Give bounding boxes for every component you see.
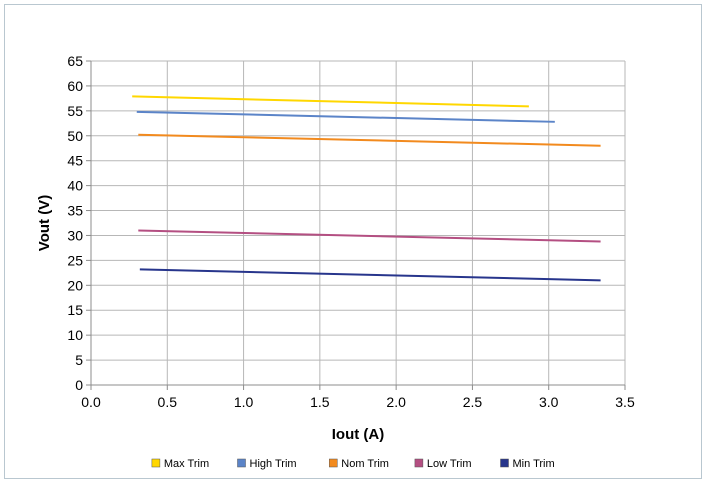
y-tick-label: 65 [67,53,83,69]
y-tick-label: 10 [67,327,83,343]
y-axis-title: Vout (V) [36,195,53,251]
series-line-high-trim [136,110,555,123]
series-line-low-trim [138,229,601,243]
x-tick-label: 2.5 [463,394,483,410]
y-tick-label: 20 [67,277,83,293]
axes [86,60,626,390]
legend-swatch [500,458,509,468]
y-tick-label: 55 [67,103,83,119]
legend-label: Max Trim [164,458,209,470]
x-tick-label: 0.0 [81,394,101,410]
legend-item-min-trim: Min Trim [500,458,555,470]
y-tick-label: 50 [67,128,83,144]
series-line-max-trim [132,95,529,108]
y-tick-label: 0 [75,377,83,393]
legend: Max Trim High Trim Nom Trim Low Trim Min Tri… [151,458,555,470]
y-tick-label: 25 [67,252,83,268]
y-tick-label: 30 [67,227,83,243]
legend-item-max-trim: Max Trim [151,458,209,470]
series-line-min-trim [139,268,601,282]
legend-swatch [151,458,161,468]
x-tick-label: 3.5 [615,394,635,410]
y-tick-label: 35 [67,203,83,219]
plot-area-background [91,61,625,385]
legend-swatch [237,458,246,468]
legend-label: Min Trim [513,458,555,470]
series-lines [132,95,601,282]
legend-label: Low Trim [427,458,472,470]
x-axis-title: Iout (A) [332,426,384,443]
x-tick-label: 3.0 [539,394,559,410]
legend-item-nom-trim: Nom Trim [329,458,389,470]
y-tick-label: 40 [67,178,83,194]
legend-swatch [329,458,338,468]
legend-item-low-trim: Low Trim [414,458,472,470]
legend-swatch [414,458,424,468]
x-tick-label: 2.0 [386,394,406,410]
legend-label: High Trim [250,458,297,470]
y-tick-label: 5 [75,352,83,368]
x-tick-label: 0.5 [158,394,178,410]
legend-item-high-trim: High Trim [237,458,297,470]
tick-labels: 0 5 10 15 20 25 30 35 40 45 50 55 60 65 0.0 0.5 1.0 1.5 2.… [67,53,635,410]
legend-label: Nom Trim [341,458,389,470]
y-tick-label: 15 [67,302,83,318]
x-tick-label: 1.5 [310,394,330,410]
y-tick-label: 45 [67,153,83,169]
series-line-nom-trim [138,133,601,147]
y-tick-label: 60 [67,78,83,94]
x-tick-label: 1.0 [234,394,254,410]
